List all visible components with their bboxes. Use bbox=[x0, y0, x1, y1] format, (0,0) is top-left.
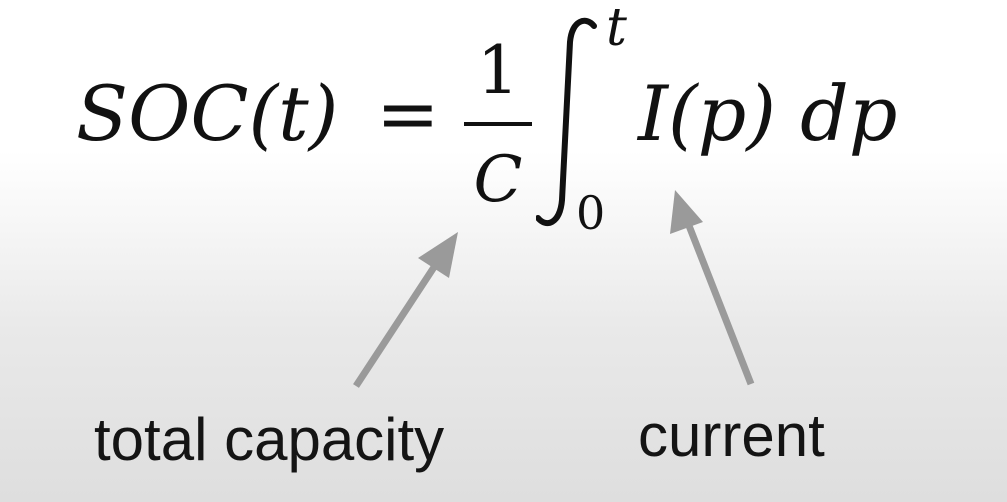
equals-sign: = bbox=[376, 69, 440, 158]
equation-lhs: SOC(t) bbox=[76, 69, 339, 158]
lower-limit: 0 bbox=[576, 186, 606, 240]
integral-sign-icon bbox=[536, 17, 597, 227]
fraction-denominator: C bbox=[473, 143, 523, 217]
integrand: I(p) dp bbox=[638, 69, 898, 158]
total-capacity-label: total capacity bbox=[94, 406, 445, 473]
current-arrow bbox=[670, 190, 755, 386]
current-label: current bbox=[638, 402, 825, 469]
fraction-bar bbox=[464, 122, 532, 126]
upper-limit: t bbox=[606, 0, 627, 58]
capacity-arrow bbox=[353, 232, 458, 388]
fraction-numerator: 1 bbox=[477, 32, 519, 109]
